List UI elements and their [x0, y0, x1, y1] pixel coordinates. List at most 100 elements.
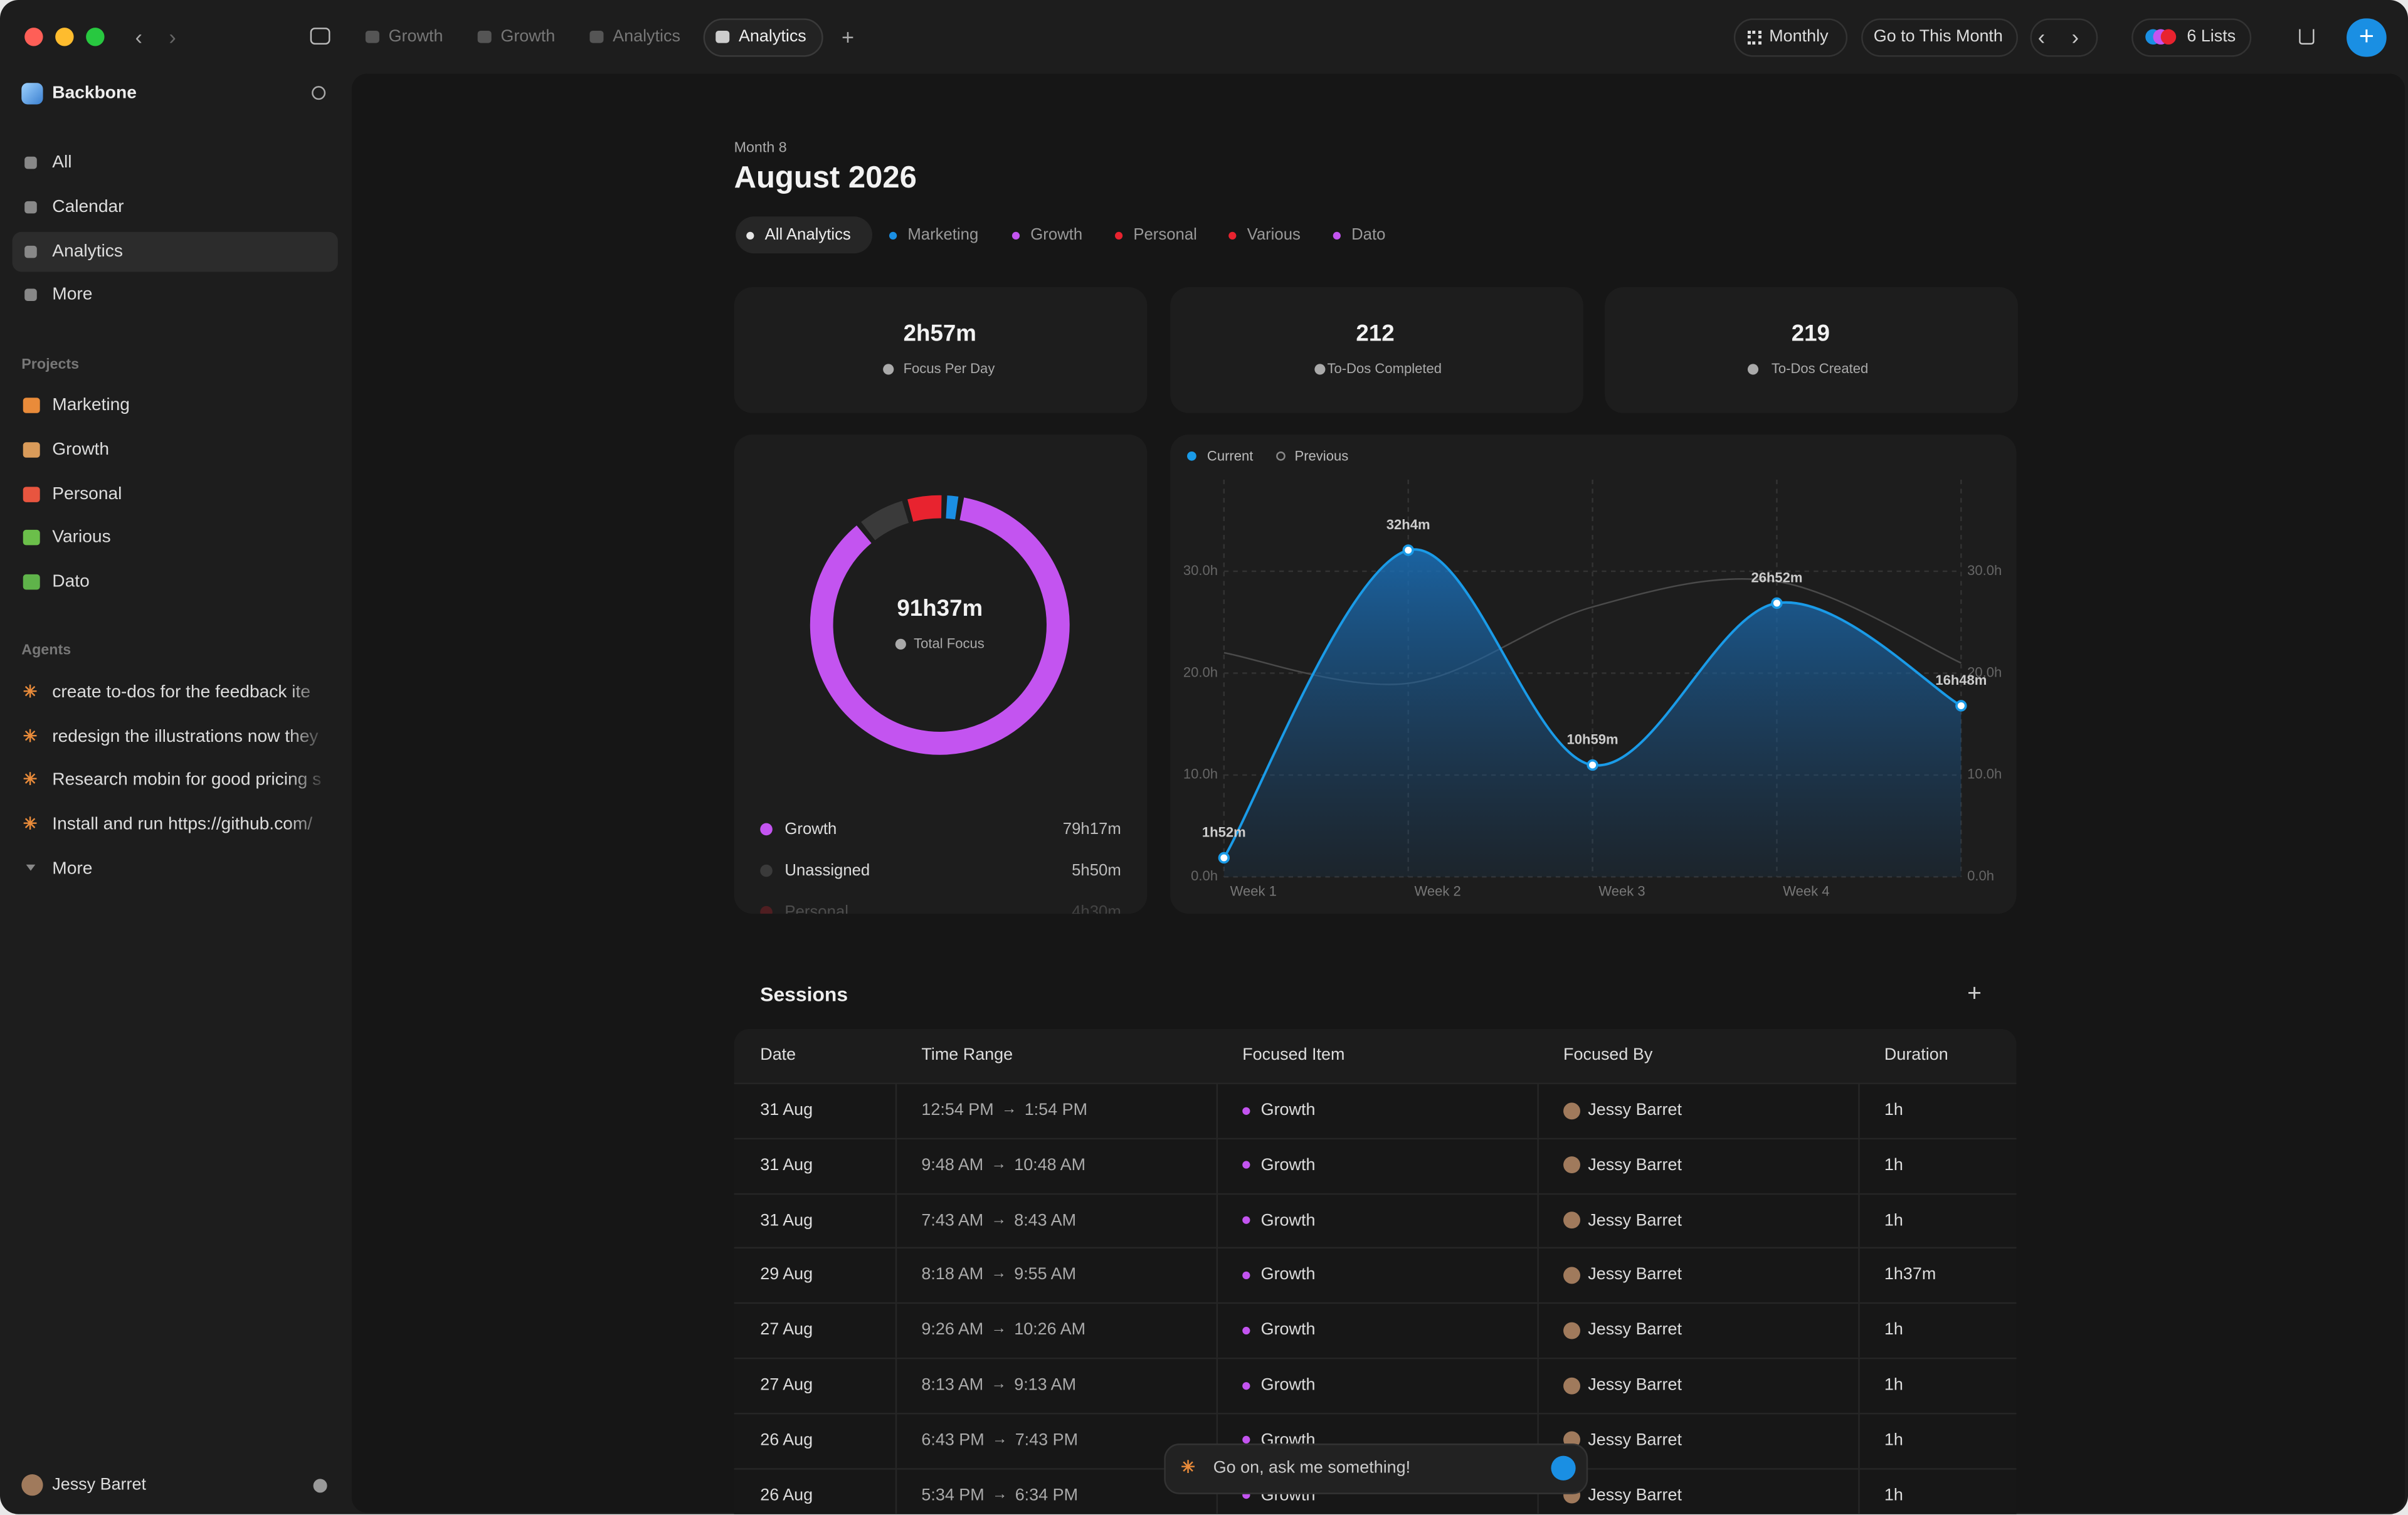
cell-divider [1216, 1082, 1218, 1138]
project-item[interactable]: Personal [52, 484, 122, 504]
filter[interactable]: Growth [1030, 226, 1083, 245]
nav-icon [24, 245, 37, 258]
chat-box[interactable] [1164, 1444, 1588, 1494]
legend-dot [760, 864, 773, 877]
window-control [86, 28, 105, 46]
agent-icon: ✳ [23, 683, 38, 702]
filter[interactable]: Various [1247, 226, 1301, 245]
agent-item[interactable]: Research mobin for good pricing s [52, 771, 322, 790]
table-row [734, 1357, 2017, 1413]
filter[interactable]: Marketing [907, 226, 979, 245]
table-row [734, 1082, 2017, 1138]
duration-cell: 1h [1884, 1156, 1903, 1175]
sidebar-toggle[interactable] [310, 28, 330, 45]
date-cell: 31 Aug [760, 1156, 813, 1175]
cell-divider [1216, 1302, 1218, 1358]
toolbar-pill[interactable] [2131, 18, 2252, 57]
point-label: 1h52m [1202, 825, 1246, 840]
next-month[interactable]: › [2071, 24, 2079, 50]
tab[interactable]: Growth [500, 28, 556, 46]
settings-button[interactable] [312, 1478, 327, 1492]
lists-button[interactable]: 6 Lists [2187, 28, 2236, 46]
cell-divider [895, 1467, 897, 1514]
table-header [734, 1028, 2017, 1083]
cell-divider [1537, 1082, 1539, 1138]
toolbar-pill[interactable] [1861, 18, 2018, 57]
view-button[interactable]: Monthly [1769, 28, 1829, 46]
cell-divider [1537, 1357, 1539, 1413]
stat-value: 219 [1791, 320, 1830, 347]
back-button[interactable]: ‹ [135, 24, 142, 50]
time-start: 8:13 AM [921, 1376, 984, 1395]
legend-previous: Previous [1294, 448, 1349, 464]
time-arrow: → [991, 1265, 1006, 1283]
time-end: 7:43 PM [1015, 1430, 1079, 1450]
tab[interactable]: Analytics [613, 28, 680, 46]
user-name[interactable]: Jessy Barret [52, 1475, 146, 1494]
cell-divider [895, 1082, 897, 1138]
stat-card [1605, 287, 2018, 413]
month-nav[interactable] [2030, 18, 2098, 57]
avatar [1562, 1156, 1580, 1174]
tab[interactable]: Growth [388, 28, 443, 46]
filter-active[interactable] [736, 216, 873, 254]
time-end: 10:48 AM [1014, 1156, 1086, 1175]
stat-icon [1314, 363, 1326, 374]
stat-label: Focus Per Day [903, 361, 995, 377]
toolbar-pill[interactable] [1733, 18, 1848, 57]
date-cell: 26 Aug [760, 1486, 813, 1505]
item-cell: Growth [1260, 1156, 1316, 1175]
stat-card [734, 287, 1148, 413]
cell-divider [1858, 1247, 1860, 1303]
agent-item[interactable]: create to-dos for the feedback ite [52, 683, 311, 702]
time-start: 9:48 AM [921, 1156, 984, 1175]
sessions-title: Sessions [760, 983, 848, 1006]
cell-divider [1216, 1412, 1218, 1468]
time-end: 8:43 AM [1014, 1211, 1077, 1230]
nav-icon [24, 156, 37, 169]
filter[interactable]: Personal [1133, 226, 1197, 245]
legend-value: 79h17m [1062, 820, 1121, 839]
tab-icon [365, 30, 379, 43]
agent-icon: ✳ [23, 771, 38, 790]
time-arrow: → [1001, 1101, 1017, 1118]
avatar [1562, 1376, 1580, 1394]
item-dot [1242, 1161, 1250, 1169]
cell-divider [1216, 1138, 1218, 1193]
project-item[interactable]: Growth [52, 440, 110, 459]
filter-dot [1227, 231, 1236, 239]
nav-item[interactable]: Analytics [52, 241, 123, 261]
legend-value: 5h50m [1072, 861, 1121, 880]
agent-icon: ✳ [23, 815, 38, 835]
agent-item[interactable]: redesign the illustrations now they [52, 727, 319, 746]
project-item[interactable]: Marketing [52, 396, 130, 415]
point [1218, 852, 1230, 864]
prev-month[interactable]: ‹ [2037, 24, 2046, 50]
project-item[interactable]: Various [52, 529, 111, 547]
search-icon[interactable] [312, 86, 326, 100]
cell-divider [1537, 1247, 1539, 1303]
new-tab[interactable]: + [842, 24, 855, 50]
tab[interactable]: Analytics [738, 28, 806, 46]
nav-item[interactable]: Calendar [52, 198, 124, 216]
nav-item[interactable]: More [52, 286, 93, 305]
cell-divider [895, 1302, 897, 1358]
more-icon [26, 864, 36, 871]
goto-button[interactable]: Go to This Month [1873, 28, 2003, 46]
forward-button[interactable]: › [169, 24, 176, 50]
project-item[interactable]: Dato [52, 573, 90, 592]
voice-button[interactable] [1551, 1455, 1576, 1481]
agent-item[interactable]: Install and run https://github.com/ [52, 815, 313, 835]
workspace-name[interactable]: Backbone [52, 84, 137, 103]
add-session[interactable]: + [1967, 981, 1982, 1008]
filter[interactable]: All Analytics [764, 226, 851, 245]
nav-item[interactable]: All [52, 153, 72, 172]
y-tick-label: 0.0h [1191, 868, 1218, 884]
chat-input[interactable]: Go on, ask me something! [1213, 1459, 1411, 1477]
more-item[interactable]: More [52, 860, 93, 879]
add-button[interactable]: + [2347, 18, 2387, 57]
project-icon [23, 441, 40, 458]
person-cell: Jessy Barret [1588, 1101, 1682, 1120]
share-button[interactable] [2299, 29, 2315, 45]
filter[interactable]: Dato [1351, 226, 1386, 245]
